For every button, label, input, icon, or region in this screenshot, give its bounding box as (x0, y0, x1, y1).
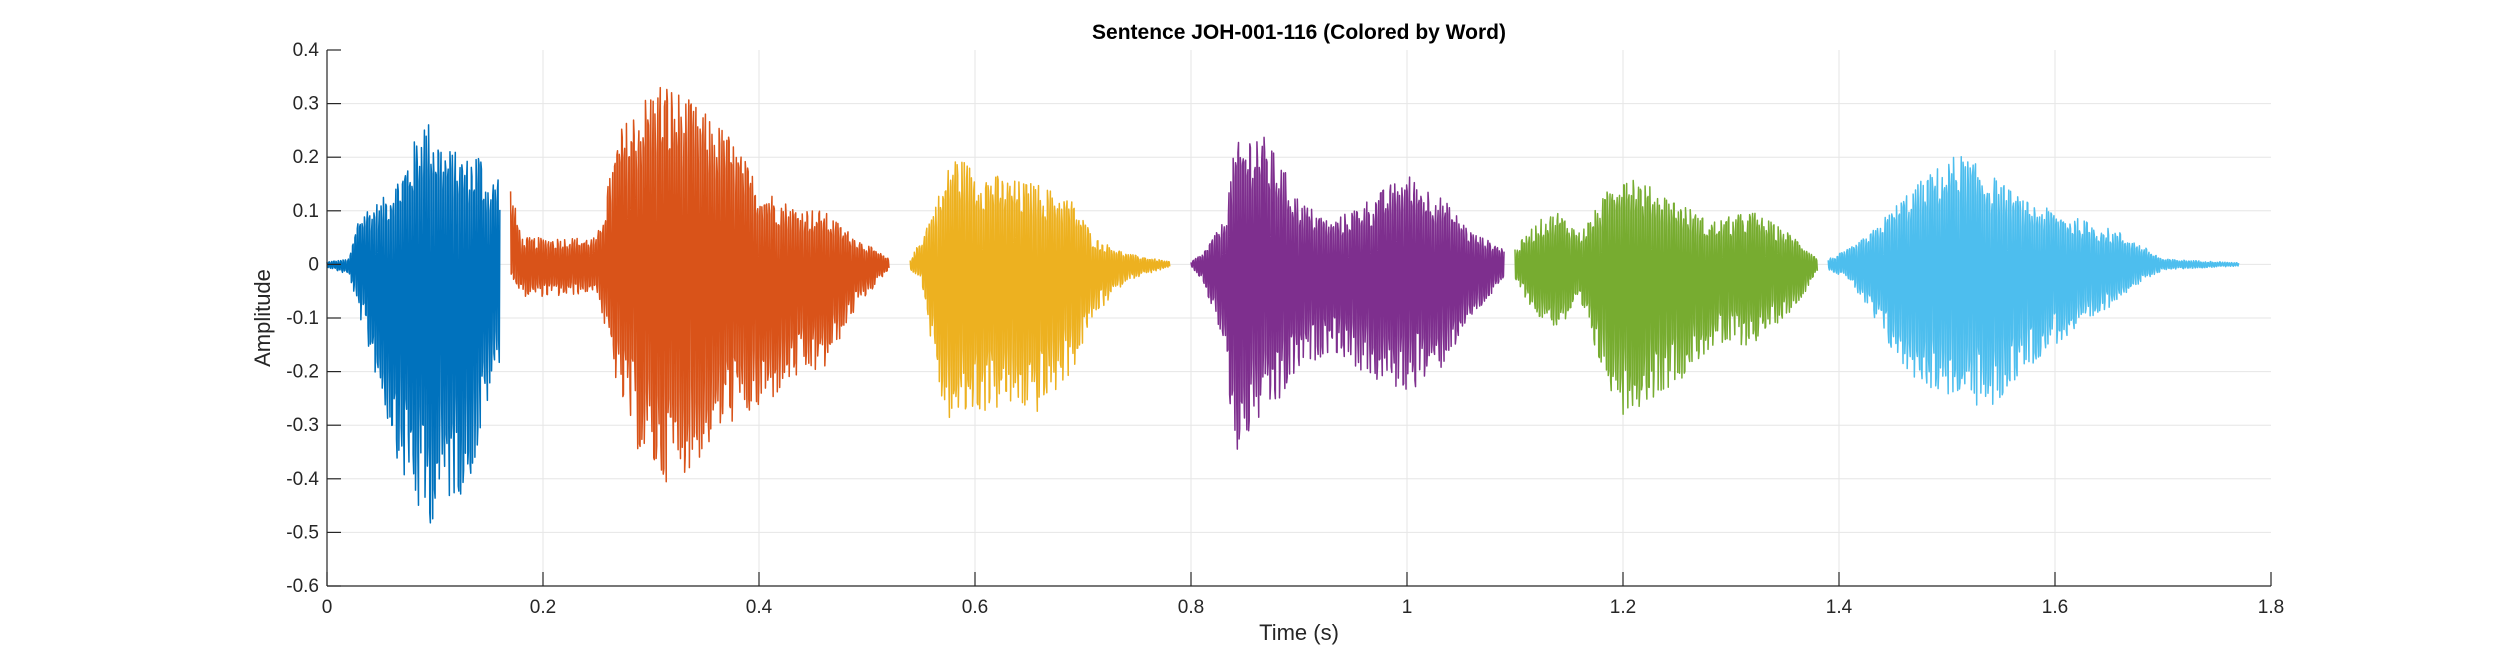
waveform-series-6 (1827, 155, 2240, 406)
chart-title: Sentence JOH-001-116 (Colored by Word) (1092, 21, 1506, 44)
x-axis-label: Time (s) (1259, 620, 1339, 645)
x-tick-label: 1.4 (1826, 597, 1853, 618)
y-tick-label: -0.4 (286, 469, 319, 490)
y-axis-label: Amplitude (250, 269, 275, 367)
y-tick-label: -0.3 (286, 415, 319, 436)
y-tick-label: 0.4 (293, 40, 320, 61)
x-tick-label: 1.2 (1610, 597, 1636, 618)
ticks (326, 49, 2272, 587)
y-tick-label: 0 (308, 254, 319, 275)
waveform-series-3 (909, 161, 1171, 419)
x-tick-labels: 0 0.2 0.4 0.6 0.8 1 1.2 1.4 1.6 1.8 (322, 597, 2285, 618)
x-tick-label: 0 (322, 597, 333, 618)
y-tick-label: -0.5 (286, 522, 319, 543)
x-tick-label: 0.2 (530, 597, 556, 618)
x-tick-label: 0.6 (962, 597, 988, 618)
y-tick-label: -0.1 (286, 308, 319, 329)
y-tick-label: -0.6 (286, 576, 319, 597)
x-tick-label: 0.4 (746, 597, 773, 618)
y-tick-label: 0.1 (293, 201, 319, 222)
waveform-series-5 (1514, 179, 1819, 416)
x-tick-label: 1.6 (2042, 597, 2068, 618)
y-tick-label: 0.2 (293, 147, 319, 168)
waveform-series-4 (1190, 136, 1505, 450)
waveforms (326, 86, 2240, 524)
waveform-series-1 (326, 124, 501, 524)
x-tick-label: 0.8 (1178, 597, 1204, 618)
x-tick-label: 1 (1402, 597, 1413, 618)
y-tick-label: -0.2 (286, 362, 319, 383)
x-tick-label: 1.8 (2258, 597, 2284, 618)
waveform-series-2 (509, 86, 890, 483)
y-tick-labels: 0.4 0.3 0.2 0.1 0 -0.1 -0.2 -0.3 -0.4 -0.5 -0.6 (286, 40, 319, 597)
y-tick-label: 0.3 (293, 94, 319, 115)
